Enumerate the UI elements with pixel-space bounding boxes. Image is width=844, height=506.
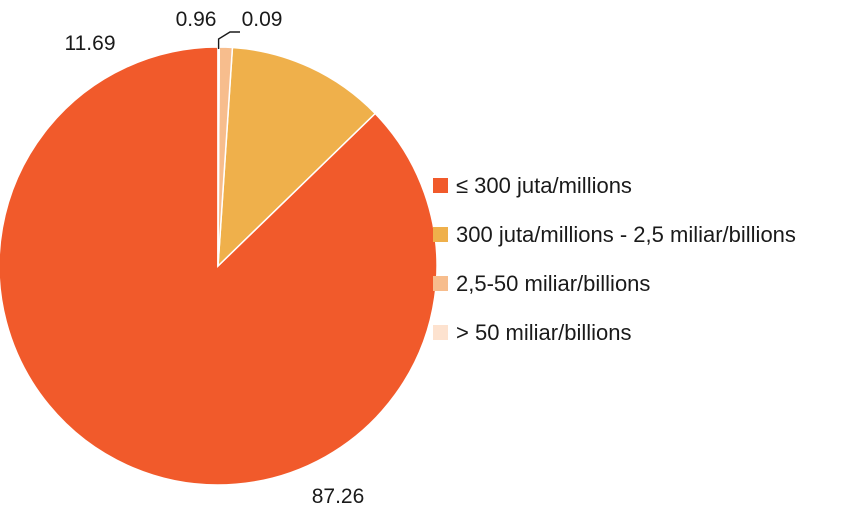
legend: ≤ 300 juta/millions 300 juta/millions - 2… xyxy=(433,173,796,345)
leader-lines xyxy=(217,31,240,49)
leader-line-4 xyxy=(217,31,240,49)
legend-label-1: ≤ 300 juta/millions xyxy=(456,173,632,198)
pie-slices xyxy=(0,46,438,486)
legend-label-2: 300 juta/millions - 2,5 miliar/billions xyxy=(456,222,796,247)
data-label-3: 0.96 xyxy=(176,8,217,31)
data-label-4: 0.09 xyxy=(242,8,283,31)
legend-label-3: 2,5-50 miliar/billions xyxy=(456,271,650,296)
legend-swatch-2 xyxy=(433,227,448,242)
legend-swatch-1 xyxy=(433,178,448,193)
data-label-1: 87.26 xyxy=(312,485,365,506)
pie-slice-2 xyxy=(217,46,377,268)
data-label-2: 11.69 xyxy=(65,32,116,55)
legend-label-4: > 50 miliar/billions xyxy=(456,320,631,345)
legend-swatch-3 xyxy=(433,276,448,291)
data-labels: 87.26 11.69 0.96 0.09 xyxy=(65,8,365,506)
legend-swatch-4 xyxy=(433,325,448,340)
